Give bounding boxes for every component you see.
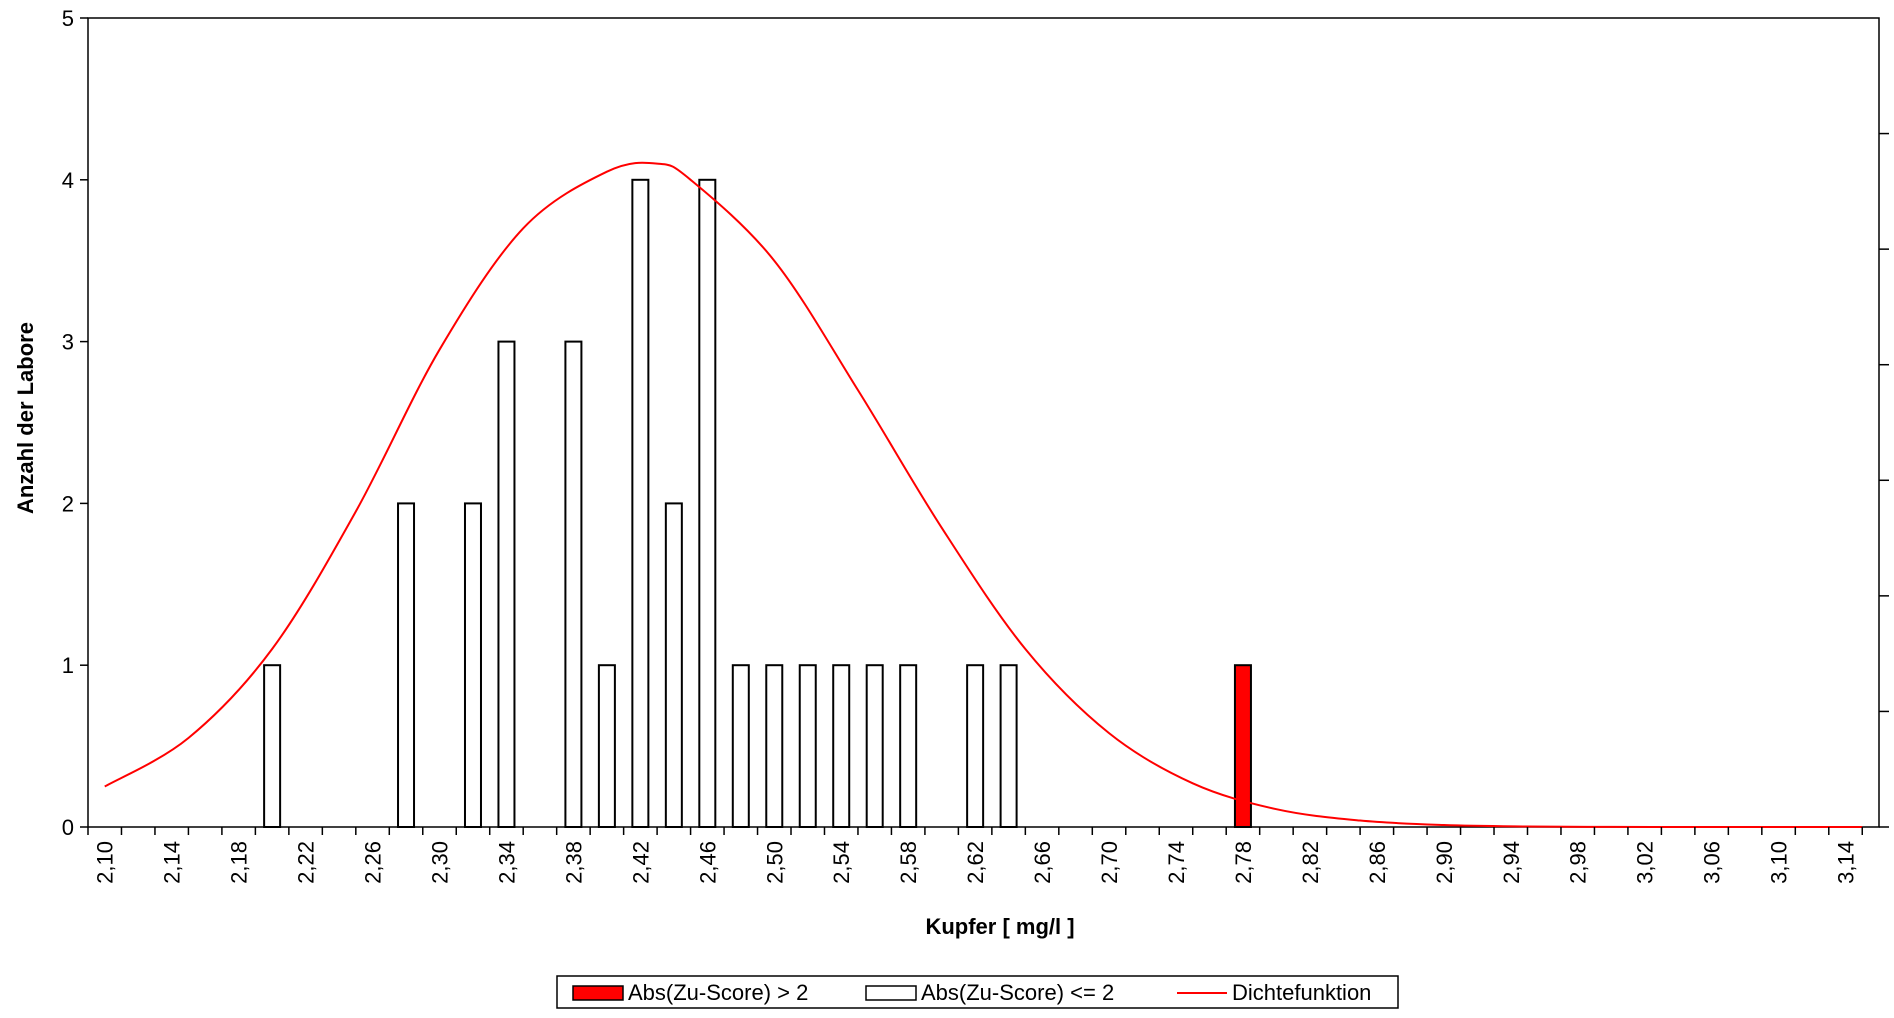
legend-swatch-regular xyxy=(865,985,917,1001)
bar-2-54 xyxy=(832,664,851,829)
legend: Abs(Zu-Score) > 2 Abs(Zu-Score) <= 2 Dic… xyxy=(556,975,1399,1009)
bar-2-56 xyxy=(865,664,884,829)
x-tick-label: 2,90 xyxy=(1432,841,1457,884)
x-tick-label: 2,58 xyxy=(896,841,921,884)
x-tick-label: 2,10 xyxy=(93,841,118,884)
y-axis-title: Anzahl der Labore xyxy=(13,322,38,514)
x-tick-label: 2,78 xyxy=(1231,841,1256,884)
x-tick-label: 3,06 xyxy=(1700,841,1725,884)
x-tick-label: 2,62 xyxy=(963,841,988,884)
x-tick-label: 2,70 xyxy=(1097,841,1122,884)
bar-2-5 xyxy=(765,664,784,829)
bar-2-46 xyxy=(698,178,717,829)
density-curve xyxy=(104,161,1863,829)
y-tick-label: 0 xyxy=(62,815,74,840)
x-tick-label: 2,42 xyxy=(628,841,653,884)
y-tick-label: 1 xyxy=(62,653,74,678)
bar-2-44 xyxy=(664,502,683,828)
x-tick-label: 3,10 xyxy=(1767,841,1792,884)
bar-2-62 xyxy=(966,664,985,829)
x-tick-label: 3,14 xyxy=(1834,841,1859,884)
bar-2-4 xyxy=(597,664,616,829)
x-tick-label: 2,54 xyxy=(829,841,854,884)
legend-box xyxy=(556,975,1399,1009)
bar-2-42 xyxy=(631,178,650,829)
bar-2-58 xyxy=(899,664,918,829)
x-tick-label: 2,38 xyxy=(561,841,586,884)
x-tick-label: 2,14 xyxy=(160,841,185,884)
legend-swatch-outlier xyxy=(572,985,624,1001)
bar-2-52 xyxy=(798,664,817,829)
bar-2-48 xyxy=(731,664,750,829)
x-tick-label: 2,18 xyxy=(227,841,252,884)
x-tick-label: 3,02 xyxy=(1633,841,1658,884)
y-tick-label: 3 xyxy=(62,330,74,355)
x-tick-label: 2,50 xyxy=(762,841,787,884)
x-tick-label: 2,66 xyxy=(1030,841,1055,884)
bar-2-64 xyxy=(999,664,1018,829)
axis-ticks xyxy=(80,17,1889,835)
y-tick-label: 5 xyxy=(62,6,74,31)
bar-2-38 xyxy=(564,340,583,828)
bar-2-2 xyxy=(263,664,282,829)
tick-labels: 0 1 2 3 4 5 2,10 2,14 2,18 2,22 2,26 2,30 2,34 2,38 2,… xyxy=(62,6,1859,884)
bar-2-28 xyxy=(397,502,416,828)
density-line-layer xyxy=(104,161,1863,829)
x-tick-label: 2,74 xyxy=(1164,841,1189,884)
bar-2-32 xyxy=(463,502,482,828)
x-tick-label: 2,82 xyxy=(1298,841,1323,884)
legend-label-regular: Abs(Zu-Score) <= 2 xyxy=(921,980,1114,1005)
x-tick-label: 2,98 xyxy=(1566,841,1591,884)
x-tick-label: 2,46 xyxy=(695,841,720,884)
x-tick-label: 2,22 xyxy=(294,841,319,884)
x-axis-title: Kupfer [ mg/l ] xyxy=(925,914,1074,939)
x-tick-label: 2,30 xyxy=(428,841,453,884)
bar-2-34 xyxy=(497,340,516,828)
bar-marks xyxy=(263,178,1252,829)
legend-label-density: Dichtefunktion xyxy=(1232,980,1371,1005)
x-tick-label: 2,34 xyxy=(494,841,519,884)
bar-outlier-2-78 xyxy=(1233,664,1252,829)
legend-label-outlier: Abs(Zu-Score) > 2 xyxy=(628,980,808,1005)
x-tick-label: 2,94 xyxy=(1499,841,1524,884)
y-tick-label: 4 xyxy=(62,168,74,193)
x-tick-label: 2,86 xyxy=(1365,841,1390,884)
y-tick-label: 2 xyxy=(62,491,74,516)
x-tick-label: 2,26 xyxy=(361,841,386,884)
